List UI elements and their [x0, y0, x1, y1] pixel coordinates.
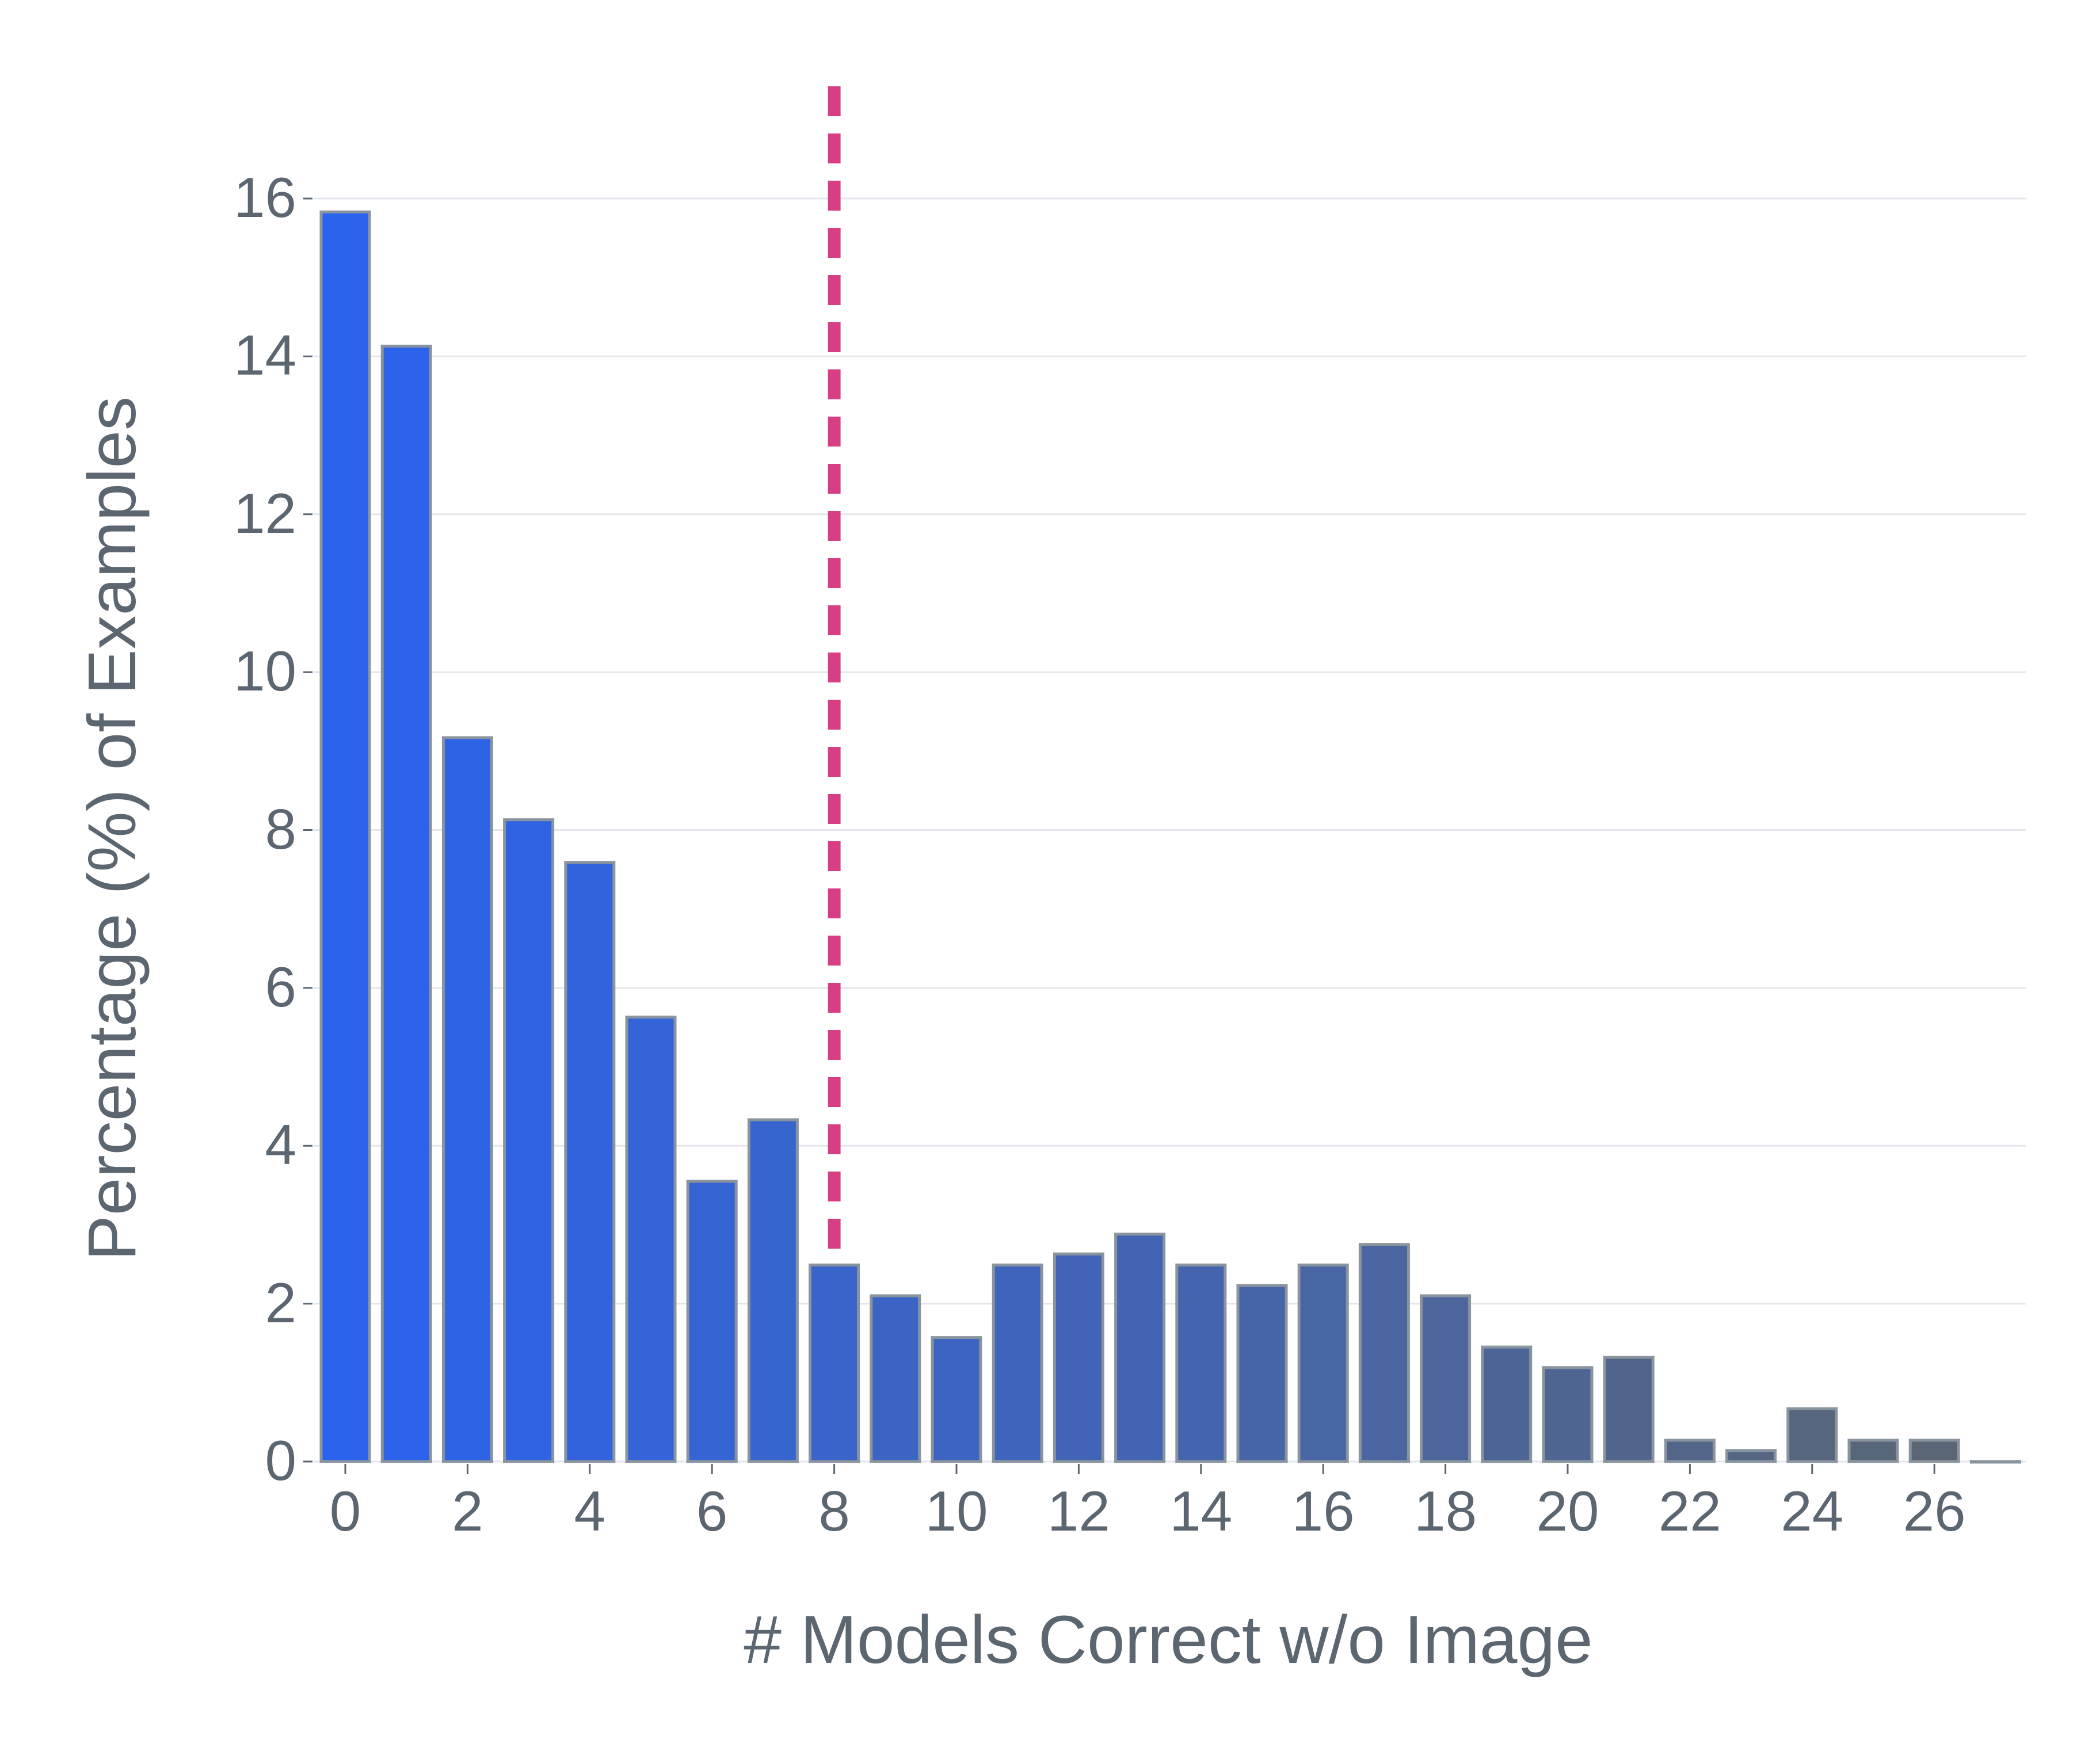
bar	[625, 1016, 677, 1463]
bar	[1297, 1263, 1349, 1463]
bar	[1908, 1439, 1960, 1463]
y-tick-label: 8	[265, 797, 296, 861]
bar	[809, 1263, 860, 1463]
x-axis-ticks	[344, 1464, 1935, 1474]
x-tick-label: 10	[925, 1479, 988, 1543]
x-tick-label: 18	[1414, 1479, 1477, 1543]
bar	[1420, 1294, 1472, 1463]
bar	[564, 861, 616, 1463]
x-tick-label: 16	[1291, 1479, 1355, 1543]
x-tick-label: 0	[329, 1479, 361, 1543]
bar	[992, 1263, 1043, 1463]
y-axis-ticks	[303, 197, 312, 1463]
bar	[1786, 1407, 1838, 1463]
bar	[1175, 1263, 1227, 1463]
x-tick-label: 24	[1781, 1479, 1844, 1543]
x-tick-label: 22	[1658, 1479, 1721, 1543]
y-tick-label: 10	[233, 639, 296, 703]
y-tick-label: 12	[233, 481, 296, 545]
bar	[441, 736, 493, 1463]
bar	[1603, 1356, 1655, 1463]
y-tick-label: 0	[265, 1429, 296, 1492]
bars	[319, 210, 2021, 1464]
x-tick-label: 6	[696, 1479, 728, 1543]
bar	[1114, 1233, 1166, 1463]
x-tick-label: 8	[818, 1479, 850, 1543]
y-tick-label: 4	[265, 1113, 296, 1177]
x-tick-label: 12	[1047, 1479, 1110, 1543]
y-tick-label: 16	[233, 166, 296, 229]
y-tick-label: 6	[265, 955, 296, 1018]
x-tick-label: 26	[1903, 1479, 1966, 1543]
x-tick-label: 14	[1169, 1479, 1233, 1543]
bar	[1053, 1252, 1104, 1463]
bar	[1481, 1345, 1533, 1463]
x-axis-label: # Models Correct w/o Image	[744, 1602, 1593, 1678]
x-tick-label: 2	[452, 1479, 483, 1543]
x-tick-label: 4	[574, 1479, 606, 1543]
x-tick-label: 20	[1536, 1479, 1599, 1543]
bar	[503, 818, 555, 1463]
bar	[1542, 1366, 1594, 1463]
bar	[1236, 1284, 1288, 1463]
bar	[1664, 1439, 1716, 1463]
bar	[931, 1336, 982, 1463]
bar	[1358, 1243, 1410, 1463]
bar	[870, 1294, 921, 1463]
bar	[380, 345, 432, 1463]
bar	[1847, 1439, 1899, 1463]
bar	[686, 1180, 738, 1463]
y-tick-label: 2	[265, 1271, 296, 1334]
bar	[747, 1118, 799, 1463]
y-axis-label: Percentage (%) of Examples	[74, 396, 150, 1261]
y-tick-label: 14	[233, 323, 296, 387]
bar	[319, 210, 371, 1463]
bar	[1725, 1449, 1777, 1463]
